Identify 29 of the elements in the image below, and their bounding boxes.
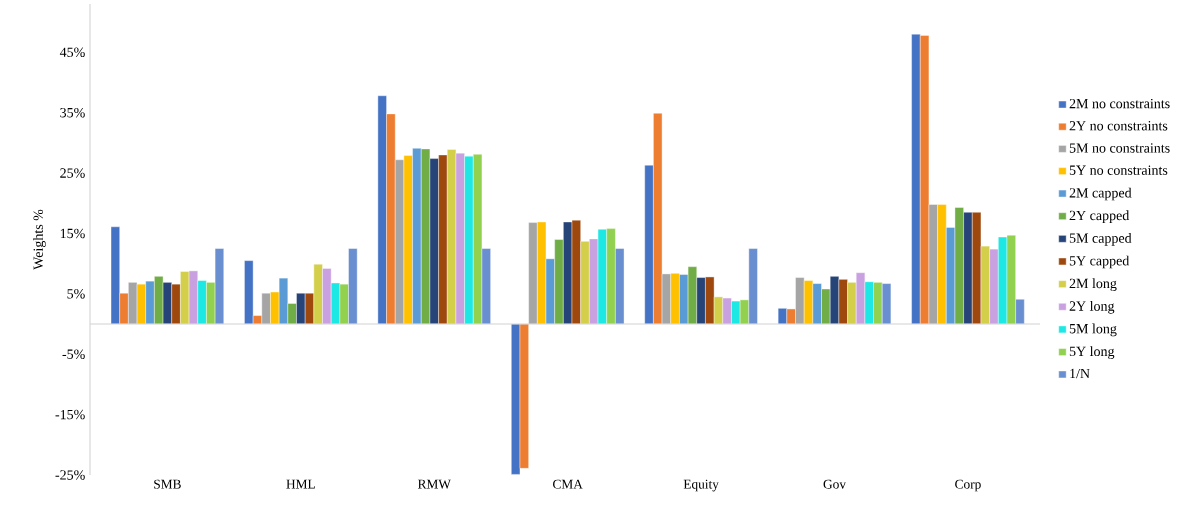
legend-label: 5Y capped xyxy=(1069,255,1130,269)
x-tick-label: Corp xyxy=(955,479,981,492)
legend-label: 2Y long xyxy=(1069,300,1115,314)
y-axis-title: Weights % xyxy=(33,209,46,270)
y-tick-label: -15% xyxy=(55,409,85,420)
legend-label: 2Y capped xyxy=(1069,210,1130,224)
legend-label: 2M no constraints xyxy=(1069,98,1170,109)
x-tick-label: Equity xyxy=(683,479,719,492)
legend-label: 2Y no constraints xyxy=(1069,121,1168,131)
legend-label: 5Y long xyxy=(1069,346,1115,359)
y-tick-label: 15% xyxy=(60,228,85,239)
y-tick-label: -25% xyxy=(55,470,85,480)
legend-label: 5M capped xyxy=(1069,232,1132,246)
legend-label: 5M long xyxy=(1069,323,1117,337)
y-tick-label: 25% xyxy=(60,168,85,178)
legend-label: 2M long xyxy=(1069,278,1117,291)
legend-label: 5M no constraints xyxy=(1069,143,1170,153)
x-tick-label: HML xyxy=(286,479,315,489)
legend-label: 1/N xyxy=(1070,368,1090,379)
legend-label: 5Y no constraints xyxy=(1069,165,1168,175)
x-tick-label: Gov xyxy=(823,479,847,489)
y-tick-label: 35% xyxy=(60,107,85,118)
y-tick-label: -5% xyxy=(62,349,85,359)
y-tick-label: 5% xyxy=(67,289,85,299)
x-tick-label: RMW xyxy=(417,479,451,489)
x-tick-label: SMB xyxy=(154,479,181,489)
y-tick-label: 45% xyxy=(59,47,85,58)
legend-label: 2M capped xyxy=(1069,187,1132,201)
x-tick-label: CMA xyxy=(553,479,583,489)
